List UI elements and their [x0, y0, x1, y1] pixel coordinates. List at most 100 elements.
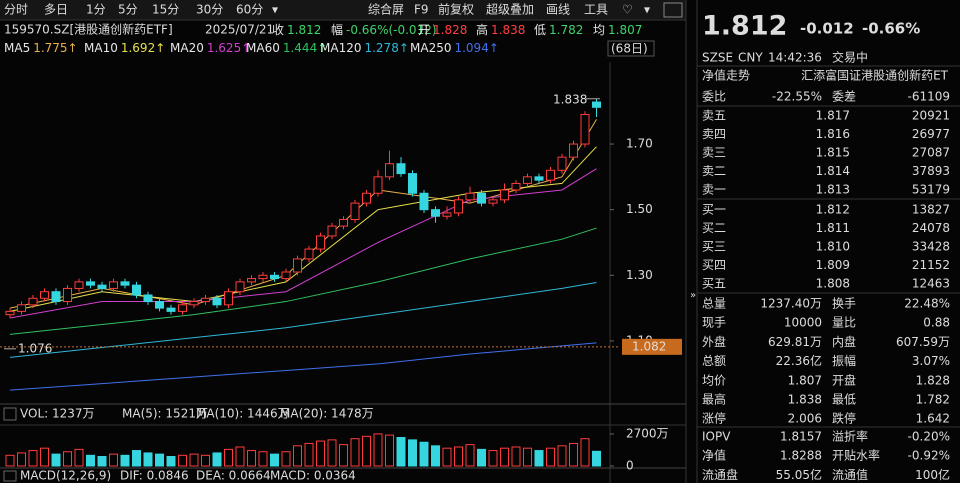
ma-name: MA10 [84, 41, 118, 55]
tool-button[interactable]: 综合屏 [368, 2, 404, 17]
y-tick-label: 1.30 [626, 268, 653, 282]
period-tab[interactable]: 5分 [118, 3, 138, 17]
field-value: 1.807 [608, 23, 642, 37]
period-tab[interactable]: 1分 [86, 3, 106, 17]
candle-body [155, 301, 164, 309]
info-field: 高 1.838 [476, 22, 525, 37]
ma-line [9, 282, 597, 358]
candle-body [86, 281, 95, 286]
row-value: -61109 [907, 90, 950, 104]
stat-label: 均价 [702, 373, 726, 387]
toolbar-bg [0, 0, 686, 20]
dropdown-icon[interactable]: ▾ [272, 3, 278, 17]
ma-line [9, 146, 597, 312]
volume-bar [281, 451, 291, 467]
volume-bar [120, 454, 130, 467]
volume-bar [5, 454, 15, 467]
field-value: -0.66%(-0.012) [346, 23, 437, 37]
field-label: 高 [476, 22, 488, 37]
candle-body [17, 304, 26, 312]
favorite-icon[interactable]: ♡ [622, 3, 633, 17]
volume-bar [454, 446, 463, 467]
ma-name: MA120 [320, 41, 361, 55]
book-label: 买三 [702, 240, 726, 254]
stat-label: 量比 [832, 316, 856, 330]
book-price: 1.808 [816, 277, 850, 291]
change: -0.012 [800, 20, 854, 38]
tool-button[interactable]: 画线 [546, 3, 570, 17]
volume-bar [500, 447, 509, 467]
wp-icon[interactable] [663, 2, 683, 18]
stat-value: 1.838 [788, 393, 822, 407]
period-tab[interactable]: 30分 [196, 3, 223, 17]
meta: SZSE [702, 51, 733, 65]
stat-label: 跌停 [832, 411, 856, 426]
candle-body [350, 202, 360, 221]
vol-legend: MA(5): 1521万 [122, 407, 208, 421]
info-field: 收 1.812 [272, 23, 321, 37]
book-price: 1.814 [816, 164, 850, 178]
candle-body [592, 101, 601, 108]
candle-body [28, 297, 38, 306]
candle-body [40, 291, 49, 299]
ma-line [9, 342, 597, 391]
candle-body [166, 307, 176, 312]
volume-bar [488, 450, 498, 467]
period-tab[interactable]: 分时 [4, 3, 28, 17]
volume-bar [74, 448, 84, 467]
volume-bar [143, 452, 153, 467]
ma-value: 1.625↑ [207, 41, 251, 55]
dropdown-icon[interactable]: ▾ [644, 3, 650, 17]
tool-button[interactable]: 前复权 [438, 2, 474, 17]
tab[interactable]: 净值走势 [702, 68, 750, 83]
days-box [607, 40, 655, 57]
info-field: 均 1.807 [593, 23, 642, 37]
ma-value: 1.692↑ [121, 41, 165, 55]
stat-value: 1237.40万 [760, 297, 822, 311]
candle-body [51, 291, 61, 303]
book-volume: 27087 [912, 146, 950, 160]
period-tab[interactable]: 60分 [236, 3, 263, 17]
collapse-icon[interactable]: » [690, 290, 696, 301]
book-price: 1.817 [816, 109, 850, 123]
volume-bar [40, 447, 49, 467]
meta: 14:42:36 [768, 51, 822, 65]
tool-button[interactable]: 超级叠加 [486, 2, 534, 17]
stat-label: IOPV [702, 430, 731, 444]
book-label: 卖一 [702, 183, 726, 197]
book-price: 1.810 [816, 240, 850, 254]
book-volume: 13827 [912, 203, 950, 217]
candle-body [488, 199, 498, 204]
row-label: 委比 [702, 90, 726, 104]
candle-body [247, 278, 256, 283]
ma-value: 1.278↑ [364, 41, 408, 55]
ma-legend: MA20 1.625↑ [170, 41, 251, 55]
ma-name: MA20 [170, 41, 204, 55]
volume-bar [580, 438, 590, 467]
volume-bar [569, 442, 578, 467]
volume-bar [293, 445, 302, 467]
candle-body [408, 173, 417, 194]
stat-label: 净值 [702, 448, 726, 463]
ma-legend: MA5 1.775↑ [4, 41, 78, 55]
volume-bar [97, 456, 107, 467]
expand-icon[interactable] [3, 470, 17, 482]
volume-bar [350, 438, 360, 467]
ma-legend: MA60 1.444↑ [246, 41, 327, 55]
stat-value: 0.88 [923, 316, 950, 330]
tool-button[interactable]: 工具 [584, 3, 608, 17]
period-tab[interactable]: 多日 [44, 3, 68, 17]
stat-label: 换手 [832, 297, 856, 311]
expand-icon[interactable] [3, 407, 17, 421]
macd-legend: DIF: 0.0846 [120, 469, 189, 483]
stat-label: 流通值 [832, 467, 868, 482]
volume-bar [63, 451, 72, 467]
period-tab[interactable]: 15分 [152, 3, 179, 17]
stat-value: 10000 [784, 316, 822, 330]
book-label: 卖四 [702, 127, 726, 141]
price-tag: 1.082 [632, 339, 666, 353]
volume-bar [51, 453, 61, 467]
stat-value: 100亿 [915, 467, 950, 482]
tool-button[interactable]: F9 [414, 3, 429, 17]
